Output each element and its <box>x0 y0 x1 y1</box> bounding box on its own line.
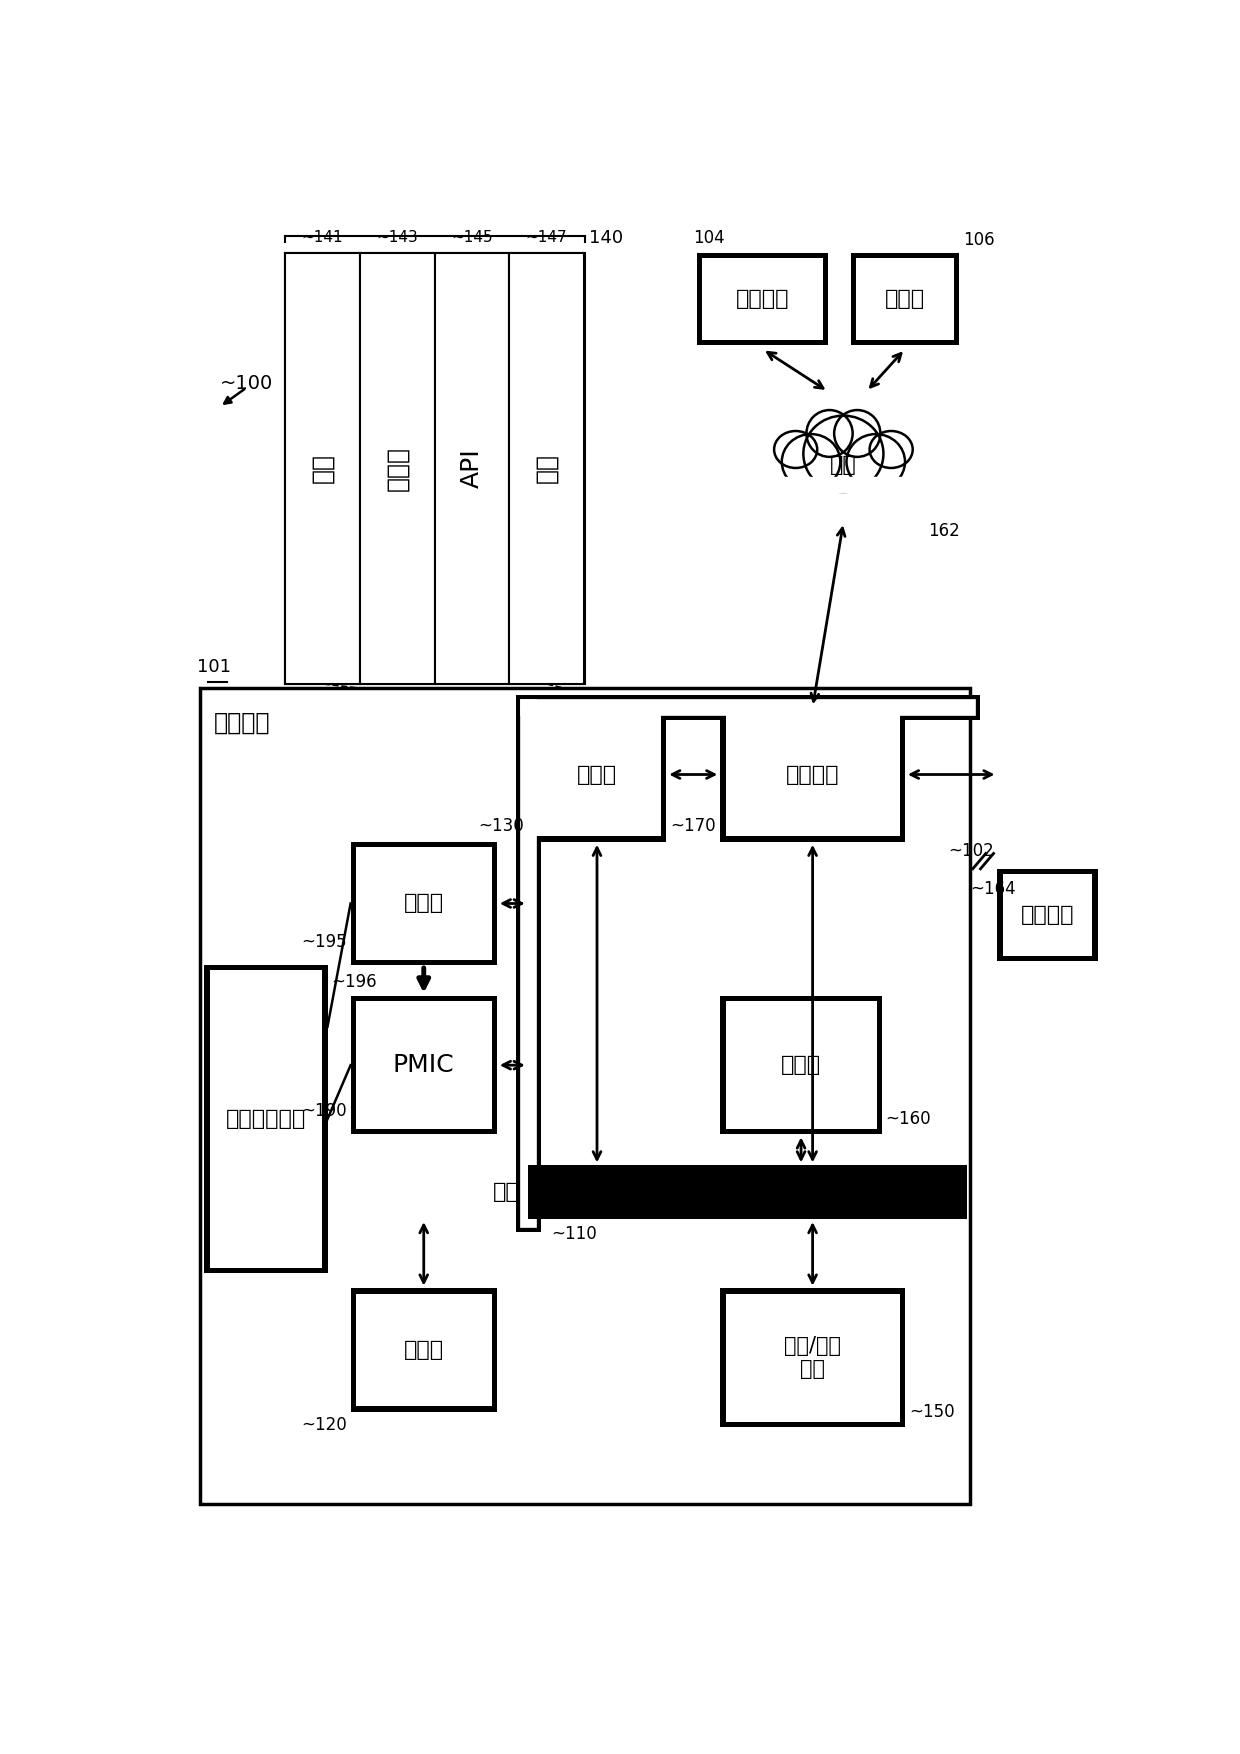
Text: 电池组: 电池组 <box>404 893 444 914</box>
Ellipse shape <box>869 431 913 468</box>
Text: 电子设备: 电子设备 <box>735 289 790 309</box>
Bar <box>851 253 959 346</box>
Text: 通信接口: 通信接口 <box>786 765 839 784</box>
Ellipse shape <box>804 416 883 491</box>
Text: 106: 106 <box>962 232 994 249</box>
Text: ~130: ~130 <box>479 817 523 835</box>
Text: ~120: ~120 <box>301 1415 347 1433</box>
Bar <box>201 688 971 1505</box>
Text: 162: 162 <box>928 523 960 540</box>
Text: 应用: 应用 <box>534 454 558 484</box>
Text: 电力耗散元件: 电力耗散元件 <box>226 1109 306 1130</box>
Text: ~170: ~170 <box>671 817 717 835</box>
Text: ~164: ~164 <box>971 881 1016 898</box>
Text: 总线: 总线 <box>494 1182 520 1201</box>
Ellipse shape <box>806 410 853 456</box>
Ellipse shape <box>774 431 817 468</box>
Bar <box>285 253 360 684</box>
Text: ~110: ~110 <box>551 1226 596 1244</box>
Text: 输入/输出
接口: 输入/输出 接口 <box>784 1337 841 1379</box>
Bar <box>356 1294 491 1407</box>
Bar <box>351 1289 497 1412</box>
Text: 处理器: 处理器 <box>404 1340 444 1359</box>
Bar <box>725 1002 877 1130</box>
Bar <box>533 712 661 837</box>
Text: 显示器: 显示器 <box>781 1056 821 1075</box>
Bar <box>528 1165 967 1219</box>
Bar <box>697 253 828 346</box>
Bar <box>205 965 327 1273</box>
Ellipse shape <box>847 433 905 489</box>
Bar <box>857 258 954 340</box>
Text: 中间件: 中间件 <box>386 446 409 491</box>
Text: 104: 104 <box>693 228 725 247</box>
Text: ~147: ~147 <box>526 230 568 246</box>
Bar <box>997 868 1097 961</box>
Bar <box>720 996 882 1135</box>
Text: 电子设备: 电子设备 <box>1021 905 1074 924</box>
Bar <box>434 253 510 684</box>
Bar <box>720 1289 905 1428</box>
Text: 服务器: 服务器 <box>885 289 925 309</box>
Bar <box>725 1294 899 1422</box>
Text: ~195: ~195 <box>301 933 347 951</box>
Bar <box>285 253 585 684</box>
Bar <box>356 847 491 959</box>
Bar <box>1003 873 1092 956</box>
Text: PMIC: PMIC <box>393 1052 455 1077</box>
Bar <box>360 253 434 684</box>
Text: 电子设备: 电子设备 <box>215 710 270 735</box>
Bar <box>510 253 584 684</box>
Text: ~143: ~143 <box>376 230 418 246</box>
Text: API: API <box>460 449 484 488</box>
Bar <box>356 1002 491 1130</box>
Ellipse shape <box>835 410 880 456</box>
Bar <box>351 842 497 965</box>
Text: ~100: ~100 <box>219 374 273 393</box>
Bar <box>528 707 666 842</box>
Bar <box>725 712 899 837</box>
Bar <box>703 258 822 340</box>
Text: ~102: ~102 <box>947 842 993 859</box>
Text: 101: 101 <box>197 658 231 677</box>
Text: ~196: ~196 <box>331 973 377 991</box>
Text: ~141: ~141 <box>301 230 343 246</box>
Text: 网络: 网络 <box>830 454 857 475</box>
Ellipse shape <box>781 433 841 489</box>
Bar <box>351 996 497 1135</box>
Bar <box>720 707 905 842</box>
Text: 存储器: 存储器 <box>577 765 618 784</box>
Text: ~150: ~150 <box>909 1403 955 1421</box>
Text: ~190: ~190 <box>301 1102 347 1121</box>
Text: 内核: 内核 <box>310 454 335 484</box>
Bar <box>210 970 322 1268</box>
Text: ~145: ~145 <box>451 230 492 246</box>
Text: ~160: ~160 <box>885 1110 931 1128</box>
Text: 140: 140 <box>589 228 624 247</box>
